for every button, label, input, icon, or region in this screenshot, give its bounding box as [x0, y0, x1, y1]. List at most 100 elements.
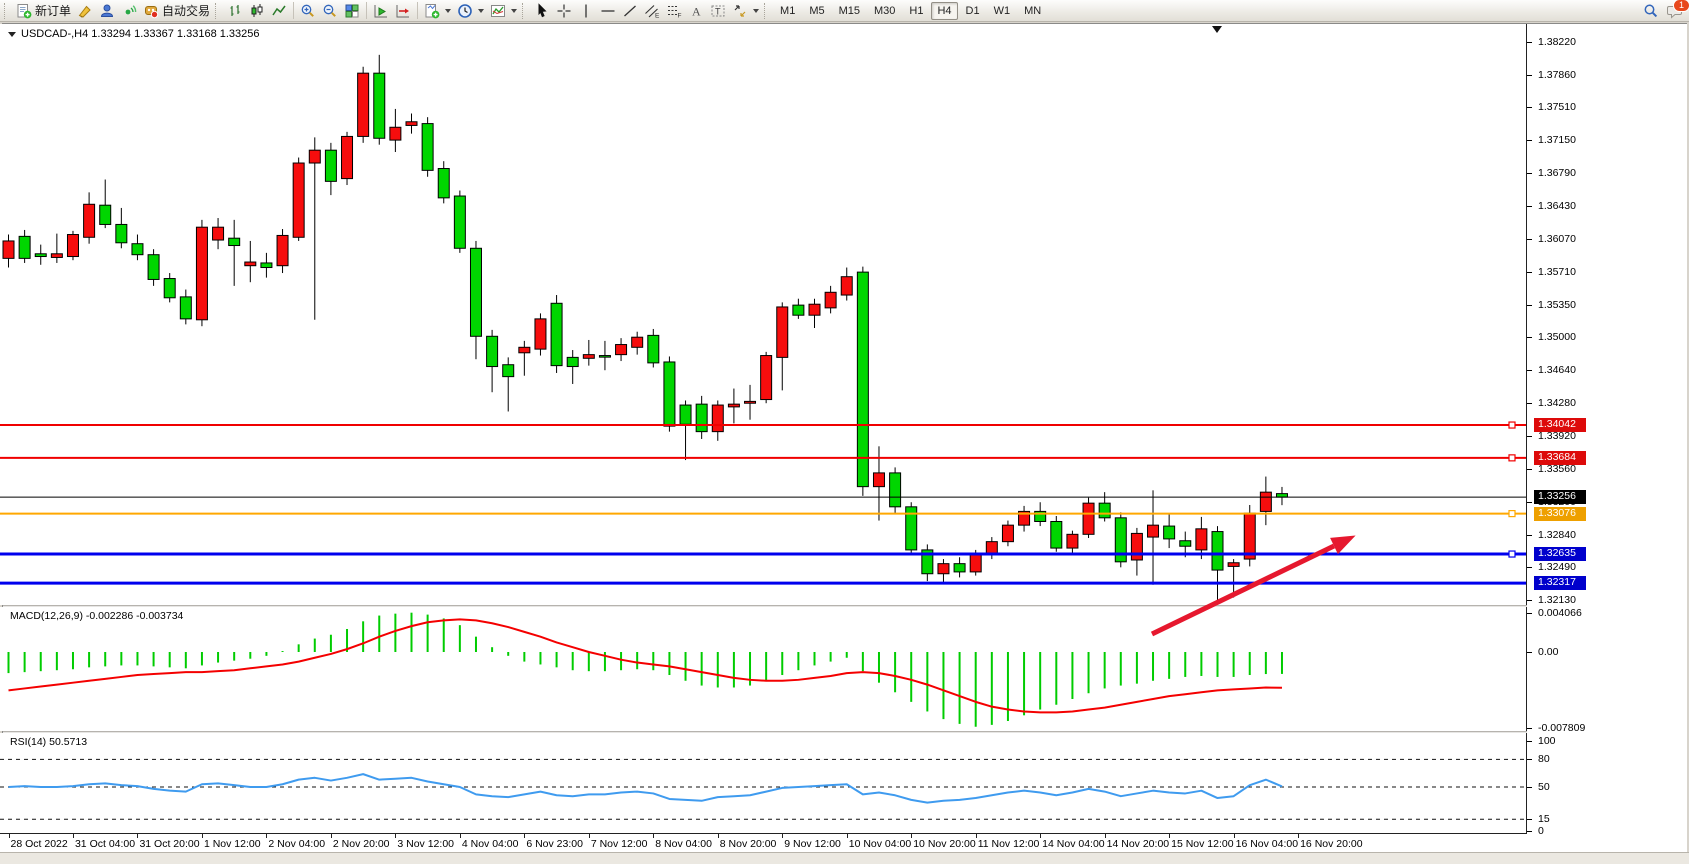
periods-button[interactable] — [454, 2, 487, 20]
candle-body — [437, 168, 450, 199]
zoom-out-button[interactable] — [319, 2, 341, 20]
price-chart-plot[interactable] — [0, 24, 1527, 605]
auto-scroll-button[interactable] — [370, 2, 392, 20]
timeframe-button-mn[interactable]: MN — [1024, 4, 1042, 17]
macd-tick-label: 0.004066 — [1538, 607, 1582, 619]
indicators-button[interactable] — [487, 2, 520, 20]
level-anchor-marker[interactable] — [1508, 421, 1516, 429]
price-tick-label: 1.33920 — [1538, 430, 1576, 443]
candle-body — [341, 135, 354, 180]
candle-body — [83, 203, 96, 238]
level-anchor-marker[interactable] — [1508, 550, 1516, 558]
time-axis[interactable]: 28 Oct 2022 31 Oct 04:00 31 Oct 20:00 1 Nov… — [0, 833, 1527, 852]
toolbar-separator — [417, 2, 419, 19]
vertical-line-tool-button[interactable] — [575, 2, 597, 20]
navigator-button[interactable] — [96, 2, 118, 20]
candle-body — [872, 472, 885, 488]
candle-body — [1082, 502, 1095, 535]
timeframe-button-m15[interactable]: M15 — [838, 4, 860, 17]
svg-text:T: T — [715, 6, 721, 16]
trendline-icon — [624, 5, 636, 16]
candle-body — [534, 318, 547, 350]
candle-body — [389, 126, 402, 141]
panel-splitter[interactable] — [3, 605, 1687, 607]
axis-tick — [1527, 535, 1532, 537]
chart-shift-button[interactable] — [392, 2, 414, 20]
time-tick — [846, 834, 848, 838]
price-tick-label: 1.32840 — [1538, 529, 1576, 542]
bar-chart-mode-button[interactable] — [224, 2, 246, 20]
candle-body — [550, 302, 563, 367]
arrows-icon — [734, 4, 746, 17]
autotrading-button[interactable]: 自动交易 — [140, 1, 213, 20]
time-tick — [1169, 834, 1171, 838]
label-tool-button[interactable]: T — [707, 2, 729, 20]
time-tick-label: 2 Nov 04:00 — [268, 838, 326, 850]
chart-shift-marker-icon[interactable] — [1212, 26, 1222, 33]
line-chart-mode-button[interactable] — [268, 2, 290, 20]
zoom-in-button[interactable] — [297, 2, 319, 20]
price-tick-label: 1.32130 — [1538, 594, 1576, 607]
candle-body — [163, 278, 176, 299]
new-chart-button[interactable] — [421, 2, 454, 20]
price-axis[interactable]: 1.38220 1.37860 1.37510 1.37150 1.36790 1.364… — [1527, 24, 1687, 852]
rsi-plot[interactable] — [0, 733, 1527, 833]
axis-tick — [1527, 370, 1532, 372]
candle-body — [663, 361, 676, 427]
candle-body — [244, 261, 257, 267]
time-tick — [524, 834, 526, 838]
level-anchor-marker[interactable] — [1508, 454, 1516, 462]
candlestick-mode-button[interactable] — [246, 2, 268, 20]
time-tick-label: 8 Nov 20:00 — [719, 838, 777, 850]
candle-body — [131, 243, 144, 256]
timeframe-bar: M1 M5 M15 M30 H1 H4 D1 W1 MN — [773, 1, 1048, 20]
rsi-tick-label: 15 — [1538, 813, 1550, 825]
macd-plot[interactable] — [0, 607, 1527, 731]
dropdown-caret-icon — [445, 8, 452, 13]
indicators-icon — [491, 4, 506, 17]
tile-windows-button[interactable] — [341, 2, 363, 20]
trendline-tool-button[interactable] — [619, 2, 641, 20]
time-tick — [911, 834, 913, 838]
candle-body — [1227, 562, 1240, 567]
horizontal-line-tool-button[interactable] — [597, 2, 619, 20]
timeframe-button-h4[interactable]: H4 — [931, 1, 958, 20]
channel-tool-button[interactable]: E — [641, 2, 663, 20]
price-tick-label: 1.36070 — [1538, 233, 1576, 246]
new-order-icon — [17, 3, 32, 18]
time-tick — [1298, 834, 1300, 838]
text-tool-button[interactable]: A — [685, 2, 707, 20]
timeframe-button-w1[interactable]: W1 — [993, 4, 1011, 17]
timeframe-button-h1[interactable]: H1 — [909, 4, 924, 17]
timeframe-button-d1[interactable]: D1 — [965, 4, 980, 17]
arrows-tool-button[interactable] — [729, 2, 762, 20]
timeframe-button-m30[interactable]: M30 — [874, 4, 896, 17]
signal-waves-icon — [125, 4, 137, 14]
time-tick — [975, 834, 977, 838]
candle-body — [195, 226, 208, 321]
new-order-label: 新订单 — [35, 4, 72, 18]
notifications-button[interactable]: 1 — [1667, 0, 1689, 19]
level-anchor-marker[interactable] — [1508, 510, 1516, 518]
chart-title[interactable]: USDCAD-,H4 1.33294 1.33367 1.33168 1.332… — [8, 28, 260, 40]
new-order-button[interactable]: 新订单 — [13, 1, 74, 20]
fibonacci-tool-button[interactable]: F — [663, 2, 685, 20]
cursor-tool-button[interactable] — [531, 2, 553, 20]
time-tick-label: 1 Nov 12:00 — [203, 838, 261, 850]
panel-splitter[interactable] — [3, 731, 1687, 733]
search-icon[interactable] — [1643, 3, 1659, 19]
crosshair-tool-button[interactable] — [553, 2, 575, 20]
price-tick-label: 1.35000 — [1538, 331, 1576, 344]
candle-body — [1018, 510, 1031, 526]
candle-body — [50, 253, 63, 258]
signals-button[interactable] — [118, 2, 140, 20]
time-tick — [459, 834, 461, 838]
metaeditor-button[interactable] — [74, 2, 96, 20]
candle-body — [1034, 510, 1047, 522]
time-tick-label: 2 Nov 20:00 — [332, 838, 390, 850]
timeframe-button-m1[interactable]: M1 — [780, 4, 796, 17]
candle-body — [1259, 491, 1272, 512]
price-tick-label: 1.37150 — [1538, 134, 1576, 147]
timeframe-button-m5[interactable]: M5 — [809, 4, 825, 17]
title-dropdown-icon[interactable] — [8, 31, 16, 37]
